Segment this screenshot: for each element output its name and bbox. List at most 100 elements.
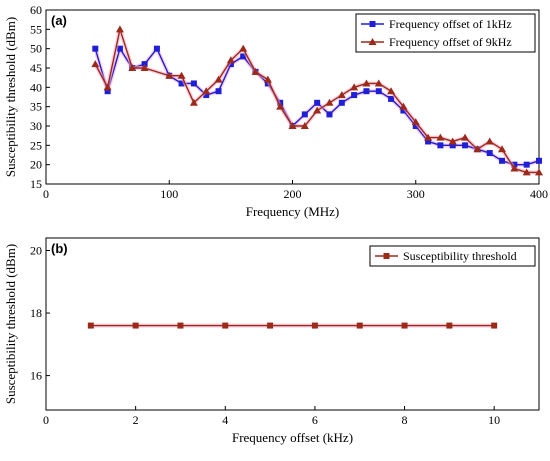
data-point xyxy=(115,25,124,33)
x-tick-label: 400 xyxy=(530,187,548,201)
data-point xyxy=(91,60,100,68)
y-tick-label: 50 xyxy=(30,42,42,56)
data-point xyxy=(325,98,334,106)
y-axis-title-b: Susceptibility threshold (dBm) xyxy=(3,244,18,404)
y-tick-label: 20 xyxy=(30,158,42,172)
x-tick-label: 200 xyxy=(284,187,302,201)
data-point xyxy=(203,92,210,99)
x-axis-title-b: Frequency offset (kHz) xyxy=(232,430,353,445)
x-tick-label: 4 xyxy=(222,413,228,427)
panel-b: 16 18 20 0 2 4 6 8 10 (b) Frequency offset (kHz… xyxy=(3,237,540,445)
data-point xyxy=(523,161,530,168)
data-point xyxy=(437,142,444,149)
data-point xyxy=(351,92,358,99)
data-point xyxy=(276,102,285,110)
y-tick-label: 60 xyxy=(30,3,42,17)
data-point xyxy=(449,142,456,149)
legend-marker xyxy=(369,21,376,27)
y-tick-label: 30 xyxy=(30,119,42,133)
data-point xyxy=(132,322,139,329)
data-point xyxy=(301,111,308,118)
data-point xyxy=(337,91,346,99)
x-tick-label: 8 xyxy=(402,413,408,427)
x-tick-label: 0 xyxy=(43,187,49,201)
legend-label: Susceptibility threshold xyxy=(403,249,517,263)
data-point xyxy=(536,157,542,164)
data-point xyxy=(226,56,235,64)
legend-box-b xyxy=(369,245,536,267)
data-point xyxy=(103,83,112,91)
data-point xyxy=(424,133,433,141)
x-tick-label: 2 xyxy=(133,413,139,427)
legend-label: Frequency offset of 1kHz xyxy=(389,17,512,31)
legend-label: Frequency offset of 9kHz xyxy=(389,35,512,49)
legend-b: Susceptibility threshold xyxy=(369,245,536,267)
panel-a: 15 20 25 30 35 40 45 50 55 60 0 100 200 300 400 (a) F… xyxy=(3,3,548,219)
data-point xyxy=(499,157,506,164)
data-point xyxy=(425,138,432,145)
data-point xyxy=(288,122,297,129)
data-point xyxy=(491,322,498,329)
legend-items-a: Frequency offset of 1kHz Frequency offset… xyxy=(361,17,512,49)
data-point xyxy=(510,164,519,172)
data-point xyxy=(92,45,99,52)
data-point xyxy=(326,111,333,118)
y-tick-label: 40 xyxy=(30,80,42,94)
data-point xyxy=(362,79,371,87)
data-point xyxy=(215,88,222,95)
data-point xyxy=(522,168,531,176)
data-point xyxy=(227,61,234,68)
series-group-a xyxy=(91,25,543,176)
data-point xyxy=(202,87,211,95)
data-point xyxy=(177,322,184,329)
data-point xyxy=(214,75,223,83)
panel-label-b: (b) xyxy=(51,241,68,256)
data-point xyxy=(400,107,407,114)
y-tick-label: 20 xyxy=(30,244,42,258)
y-tick-label: 55 xyxy=(30,22,42,36)
legend-a: Frequency offset of 1kHz Frequency offset… xyxy=(355,13,536,53)
data-point xyxy=(338,99,345,106)
x-axis-ticks-b: 0 2 4 6 8 10 xyxy=(43,406,500,427)
data-point xyxy=(350,83,359,91)
data-point xyxy=(300,122,309,129)
series-group-b xyxy=(87,322,498,329)
data-point xyxy=(388,95,395,102)
data-point xyxy=(314,99,321,106)
data-point xyxy=(461,133,470,141)
y-tick-label: 45 xyxy=(30,61,42,75)
y-tick-label: 35 xyxy=(30,100,42,114)
data-point xyxy=(153,45,160,52)
y-tick-label: 15 xyxy=(30,177,42,191)
data-point xyxy=(446,322,453,329)
data-point xyxy=(128,64,137,71)
data-point xyxy=(239,44,248,52)
x-tick-label: 300 xyxy=(407,187,425,201)
data-point xyxy=(375,88,382,95)
data-point xyxy=(374,79,383,87)
data-point xyxy=(399,102,408,110)
y-tick-label: 25 xyxy=(30,138,42,152)
data-point xyxy=(140,64,149,71)
y-axis-ticks-a: 15 20 25 30 35 40 45 50 55 60 xyxy=(30,3,50,191)
data-point xyxy=(251,67,260,75)
data-point xyxy=(387,87,396,95)
data-point xyxy=(190,80,197,87)
data-point xyxy=(436,133,445,141)
y-tick-label: 18 xyxy=(30,306,42,320)
legend-items-b: Susceptibility threshold xyxy=(375,249,517,263)
data-point xyxy=(116,45,123,52)
data-point xyxy=(401,322,408,329)
legend-marker xyxy=(368,38,377,45)
data-point xyxy=(267,322,274,329)
y-axis-title-a: Susceptibility threshold (dBm) xyxy=(3,17,18,177)
data-point xyxy=(178,80,185,87)
data-point xyxy=(104,88,111,95)
data-point xyxy=(189,98,198,106)
data-point xyxy=(498,145,507,153)
data-point xyxy=(448,137,457,145)
data-point xyxy=(411,118,420,126)
data-point xyxy=(473,145,482,153)
data-point xyxy=(485,137,494,145)
data-point xyxy=(311,322,318,329)
